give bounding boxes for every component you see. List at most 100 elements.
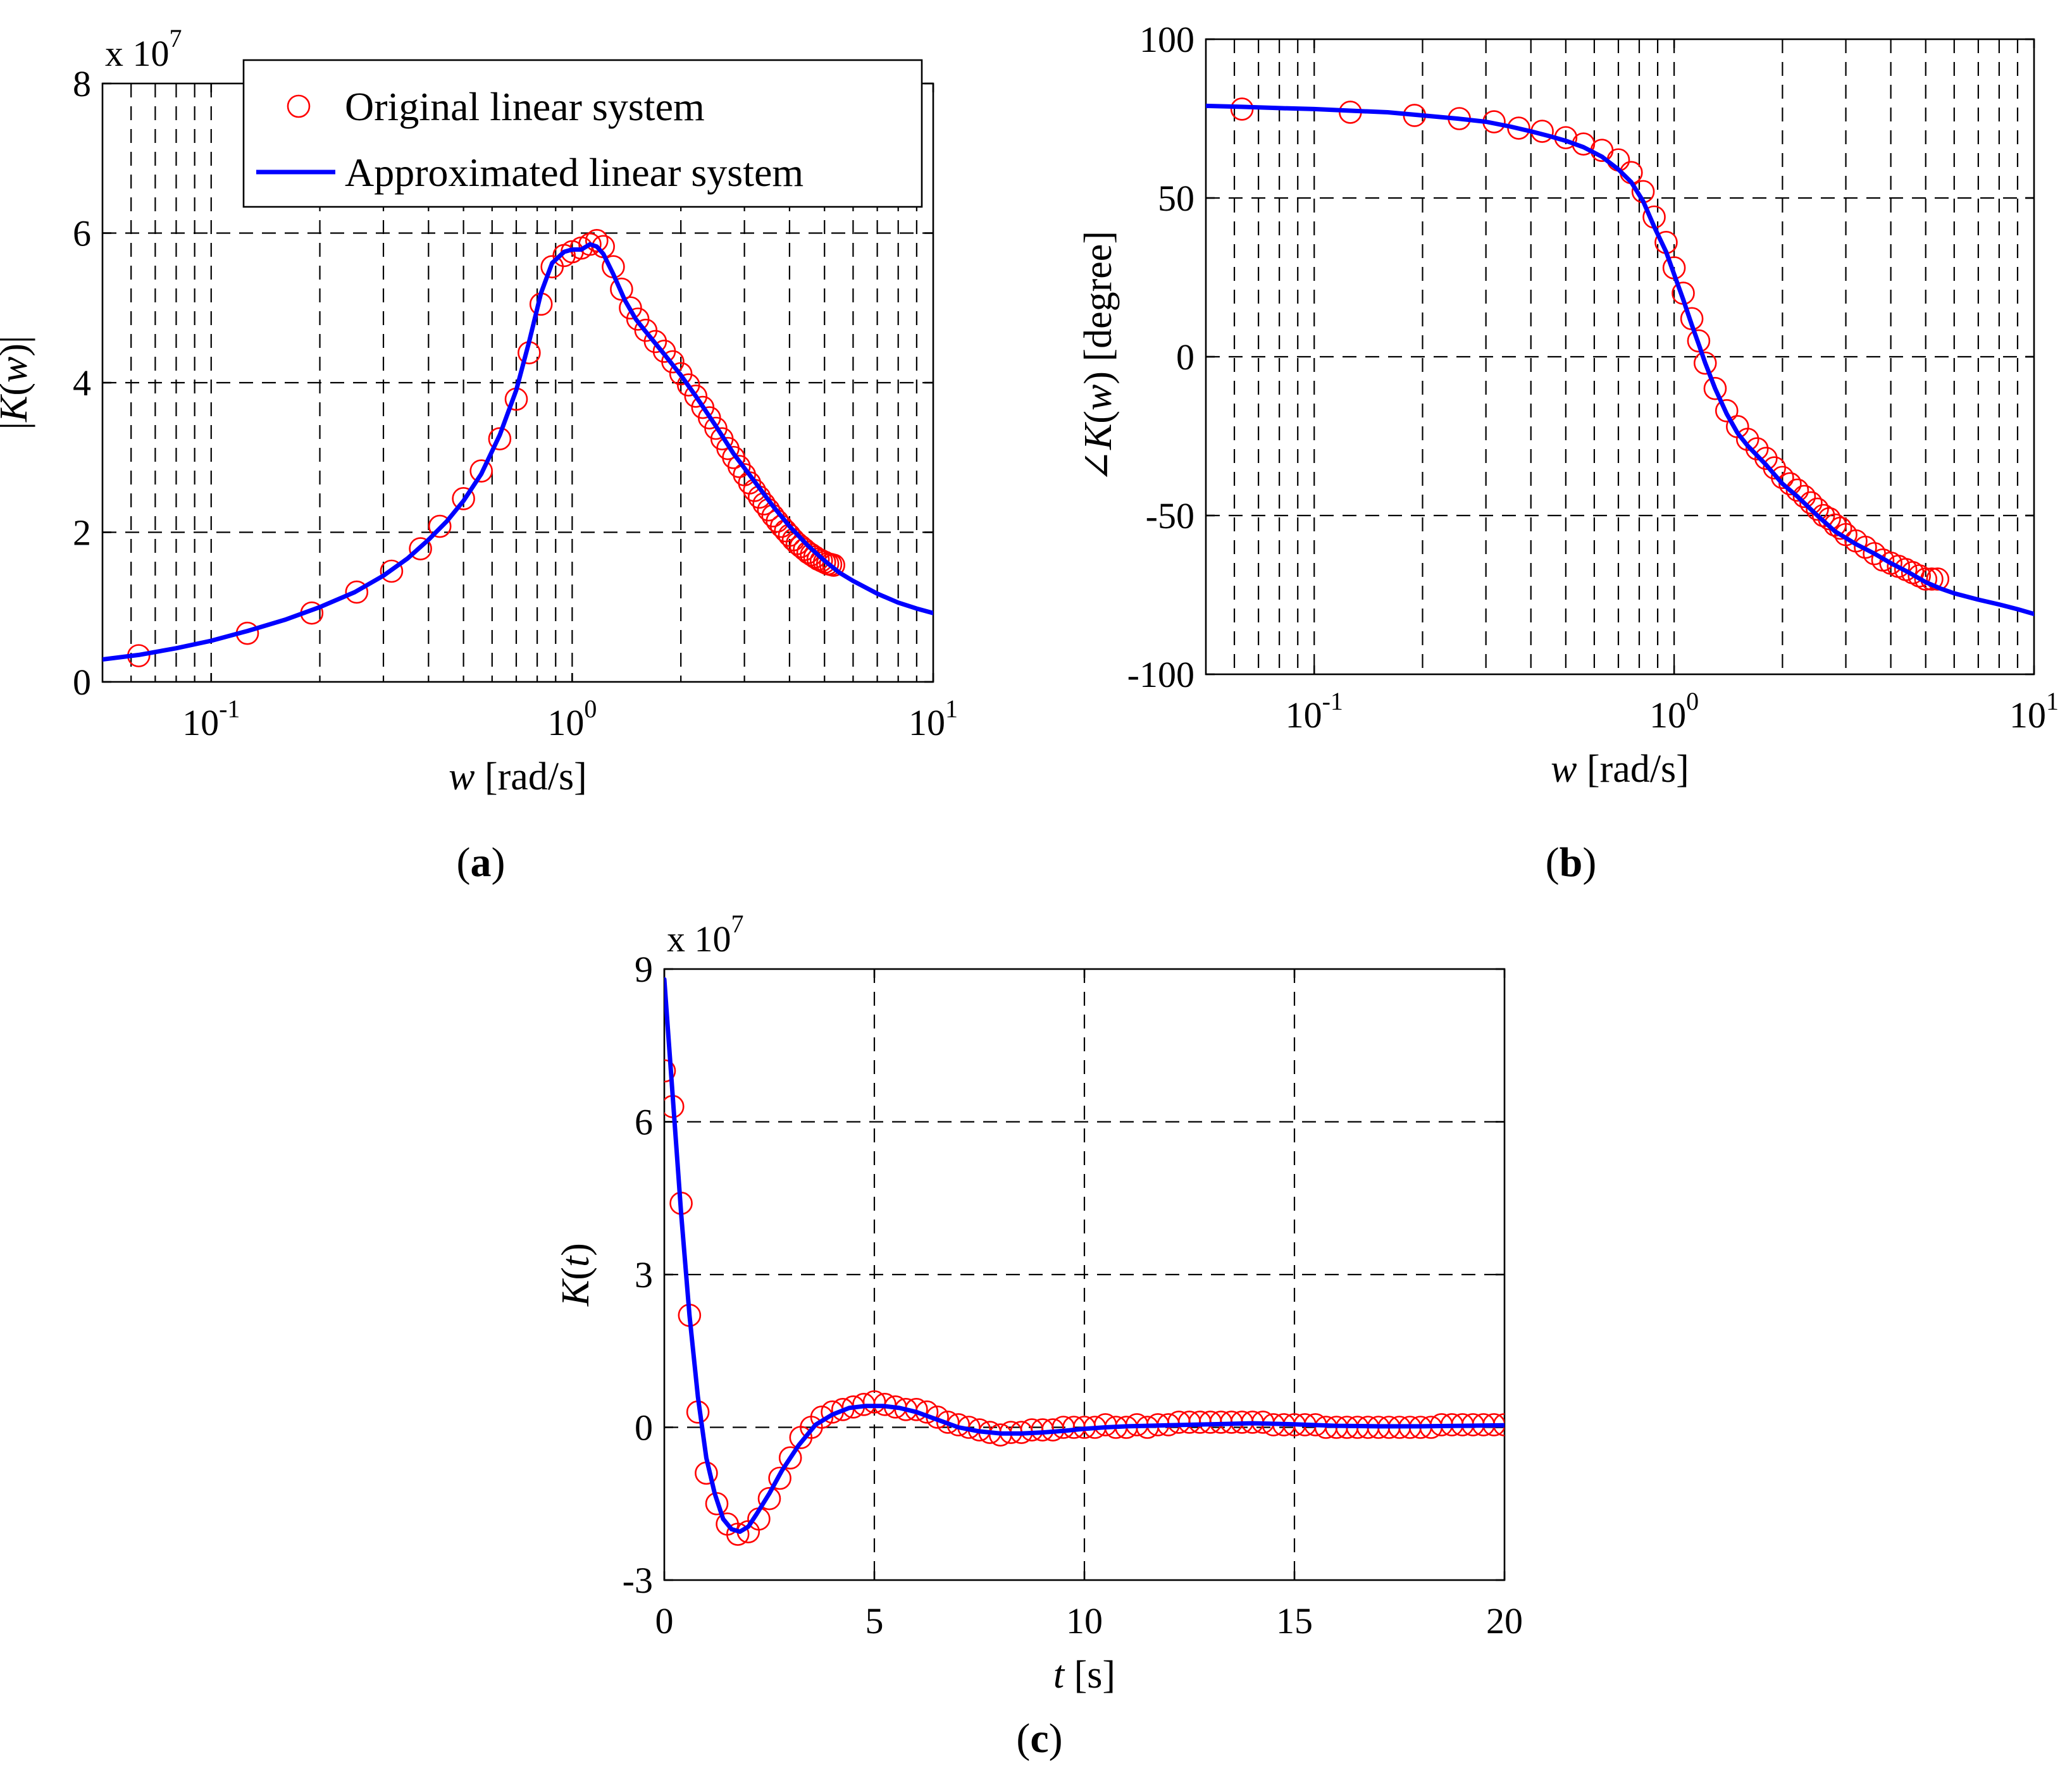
series-approximated-line	[1206, 103, 2034, 617]
x-axis-label: w [rad/s]	[449, 755, 587, 798]
y-tick-label: -100	[1127, 654, 1194, 695]
series-original-markers	[127, 229, 845, 667]
data-point-original	[1693, 351, 1717, 375]
caption-letter: a	[471, 839, 492, 886]
x-tick-label: 10-1	[182, 695, 240, 743]
data-point-original	[757, 1486, 781, 1510]
y-multiplier: x 107	[667, 910, 744, 960]
data-point-original	[664, 1059, 676, 1083]
legend: Original linear system Approximated linea…	[242, 59, 923, 208]
data-point-original	[810, 1405, 834, 1429]
caption-paren-close: )	[492, 839, 506, 886]
x-tick-label: 0	[655, 1600, 674, 1641]
y-axis-label-variable: K	[554, 1278, 597, 1307]
x-axis-label: w [rad/s]	[1551, 748, 1689, 791]
caption-letter: c	[1030, 1715, 1048, 1762]
x-tick-label-text: 0	[655, 1600, 674, 1641]
data-point-original	[610, 277, 633, 301]
data-point-original	[676, 373, 700, 397]
x-tick-label-exponent: -1	[219, 695, 240, 723]
y-multiplier-base: x 10	[105, 33, 170, 74]
data-point-original	[726, 1523, 750, 1546]
data-point-original	[1914, 567, 1938, 591]
x-tick-label: 100	[1649, 687, 1699, 736]
x-axis-label-variable: t	[1053, 1653, 1065, 1696]
data-point-original	[768, 1466, 791, 1490]
data-point-original	[1735, 428, 1759, 451]
x-axis-label-unit: [rad/s]	[475, 755, 587, 798]
y-axis-label-prefix: |	[0, 422, 35, 429]
y-multiplier-base: x 10	[667, 918, 731, 960]
data-point-original	[585, 229, 609, 252]
y-axis-label-suffix: ) [degree]	[1077, 231, 1120, 385]
data-point-original	[669, 362, 693, 386]
x-tick-label: 101	[2009, 687, 2059, 736]
series-group	[664, 977, 1504, 1546]
data-point-original	[684, 384, 708, 408]
x-tick-label-exponent: -1	[1322, 687, 1343, 715]
x-tick-label: 15	[1276, 1600, 1313, 1641]
y-axis-label-prefix: ∠	[1077, 450, 1120, 483]
y-axis-label-paren: (	[554, 1267, 597, 1280]
x-tick-label-exponent: 0	[1686, 687, 1699, 715]
y-axis-label-paren: (	[0, 383, 35, 396]
y-axis-label-argument: w	[0, 357, 35, 383]
x-tick-label: 10	[1066, 1600, 1103, 1641]
data-point-original	[469, 459, 493, 483]
data-point-original	[1754, 447, 1778, 470]
data-point-original	[1926, 567, 1950, 591]
grid	[664, 969, 1504, 1580]
y-multiplier-exponent: 7	[170, 24, 182, 53]
caption-paren-open: (	[1016, 1715, 1030, 1762]
series-approximated-line	[664, 977, 1504, 1534]
data-point-original	[409, 537, 432, 560]
data-point-original	[661, 350, 685, 374]
y-tick-label: -3	[623, 1560, 653, 1601]
legend-marker-original	[287, 94, 311, 118]
y-tick-label: 100	[1139, 19, 1194, 60]
series-group	[1206, 97, 2034, 617]
x-tick-label-exponent: 1	[945, 695, 958, 723]
x-tick-label-text: 5	[865, 1600, 884, 1641]
data-point-original	[1799, 491, 1823, 515]
data-point-original	[578, 232, 602, 256]
data-point-original	[488, 427, 512, 450]
data-point-original	[643, 330, 667, 354]
data-point-original	[1908, 564, 1931, 588]
y-tick-label: 4	[73, 362, 91, 404]
data-point-original	[345, 580, 369, 604]
series-original-markers	[1230, 97, 1950, 591]
y-tick-label: 8	[73, 63, 91, 104]
data-point-original	[452, 486, 475, 510]
y-axis-label: |K(w)|	[0, 336, 35, 430]
data-point-original	[1687, 329, 1711, 353]
y-axis-label-paren: (	[1077, 411, 1120, 424]
y-tick-label: 50	[1158, 178, 1194, 219]
x-tick-label-base: 10	[1649, 695, 1686, 736]
x-tick-label-text: 10	[1066, 1600, 1103, 1641]
y-tick-label: 9	[635, 949, 653, 990]
caption-paren-close: )	[1582, 839, 1596, 886]
caption-paren-open: (	[1546, 839, 1560, 886]
y-axis-label-suffix: )	[554, 1243, 597, 1256]
x-tick-label: 101	[909, 695, 958, 743]
y-axis-label-variable: K	[1077, 421, 1120, 450]
y-axis-label-argument: w	[1077, 385, 1120, 411]
x-tick-label: 10-1	[1286, 687, 1343, 736]
legend-box	[242, 59, 923, 208]
y-tick-label: 6	[635, 1102, 653, 1143]
x-axis-label-variable: w	[1551, 748, 1577, 791]
panel-caption: (b)	[1546, 839, 1597, 886]
data-point-original	[1703, 376, 1727, 400]
y-tick-label: 6	[73, 213, 91, 254]
caption-paren-close: )	[1049, 1715, 1063, 1762]
x-axis-label-unit: [rad/s]	[1577, 748, 1689, 791]
panel-caption: (a)	[457, 839, 506, 886]
y-multiplier-exponent: 7	[731, 910, 744, 938]
y-axis-label-variable: K	[0, 393, 35, 423]
x-tick-label-base: 10	[1286, 695, 1322, 736]
data-point-original	[619, 296, 642, 320]
y-axis-label-suffix: )|	[0, 336, 35, 357]
